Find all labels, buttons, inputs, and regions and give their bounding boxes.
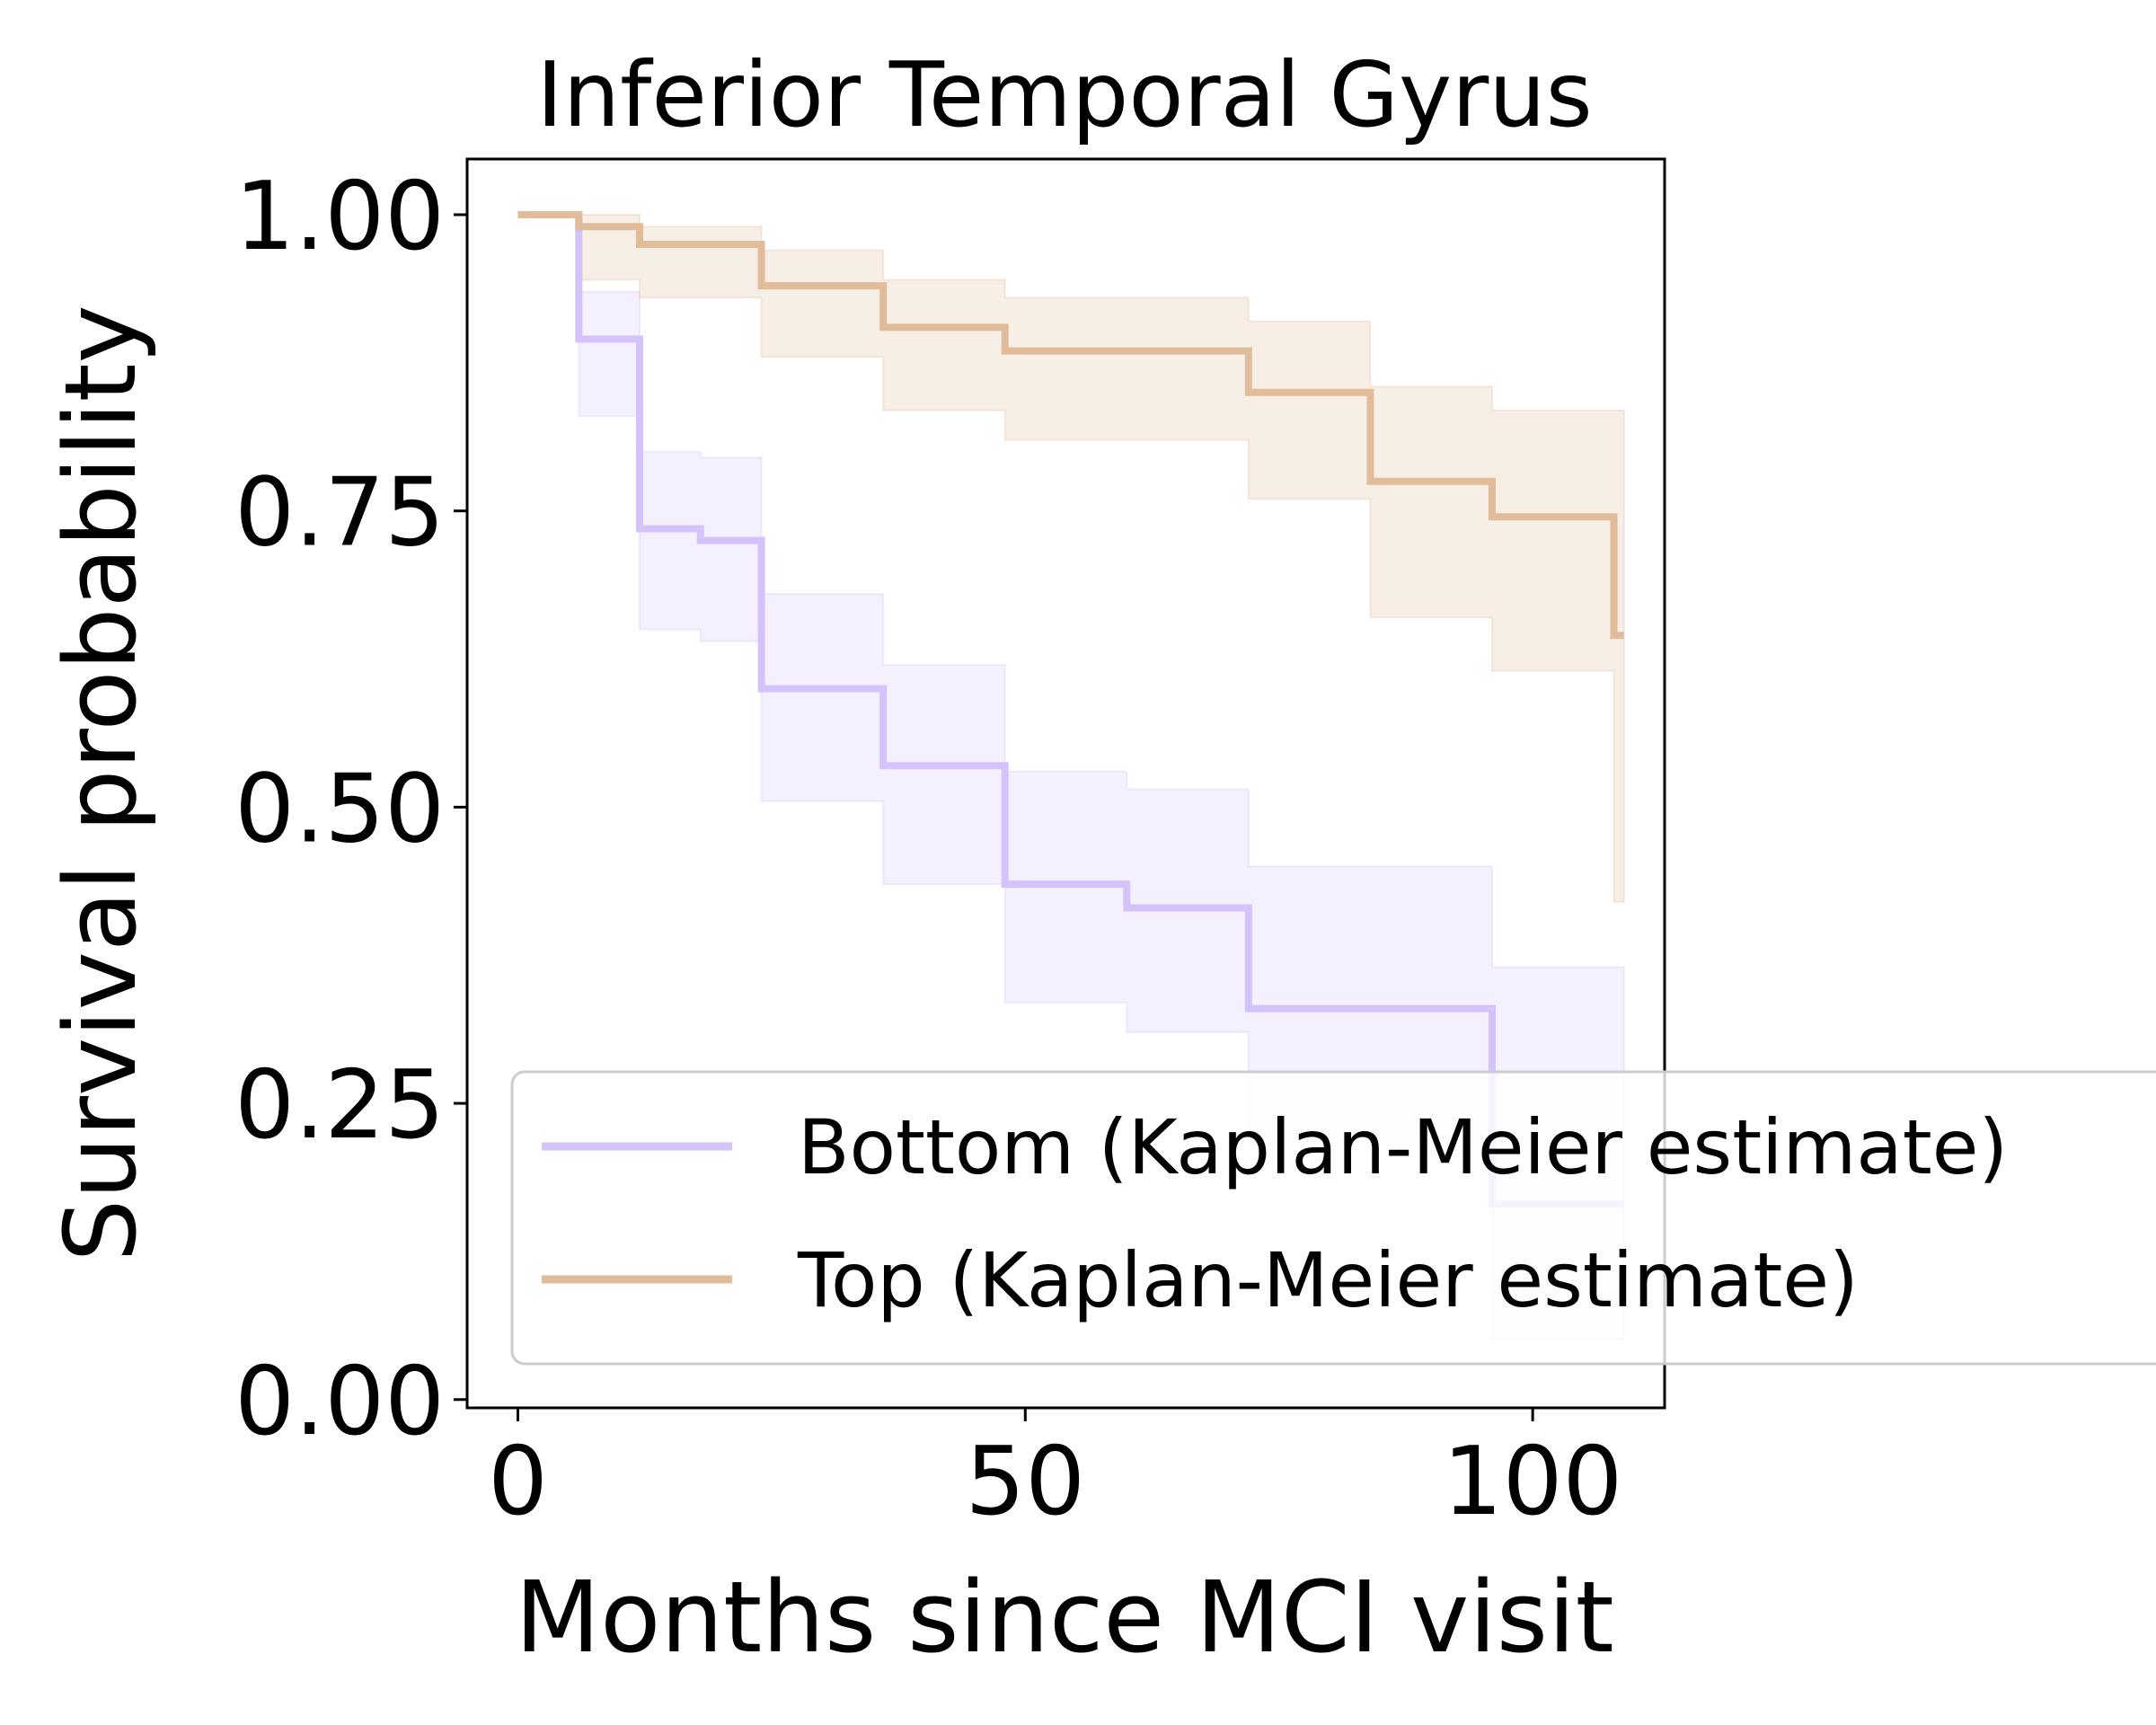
ci-band-1 bbox=[517, 214, 1625, 903]
legend-label-top: Top (Kaplan-Meier estimate) bbox=[797, 1236, 1859, 1324]
y-tick-label: 0.50 bbox=[234, 754, 445, 863]
legend-box bbox=[510, 1070, 2156, 1366]
y-axis-label: Survival probability bbox=[43, 305, 158, 1261]
y-tick-label: 0.00 bbox=[234, 1347, 445, 1456]
y-tick-label: 0.75 bbox=[234, 458, 445, 568]
y-tick-label: 0.25 bbox=[234, 1050, 445, 1160]
x-tick-label: 50 bbox=[966, 1427, 1086, 1536]
chart-title: Inferior Temporal Gyrus bbox=[536, 42, 1593, 147]
plot-frame bbox=[465, 157, 1666, 1410]
x-tick-label: 0 bbox=[488, 1427, 548, 1536]
y-tick-label: 1.00 bbox=[234, 162, 445, 271]
x-axis-label: Months since MCI visit bbox=[515, 1560, 1614, 1675]
y-axis-ticks: 0.00 0.25 0.50 0.75 1.00 bbox=[234, 162, 467, 1456]
survival-line-0 bbox=[517, 211, 1624, 1208]
x-tick-label: 100 bbox=[1443, 1427, 1622, 1536]
survival-line-1 bbox=[517, 211, 1624, 640]
legend: Bottom (Kaplan-Meier estimate) Top (Kapl… bbox=[510, 1070, 2156, 1366]
x-axis-ticks: 0 50 100 bbox=[488, 1408, 1622, 1536]
survival-curves bbox=[517, 211, 1624, 1208]
legend-label-bottom: Bottom (Kaplan-Meier estimate) bbox=[798, 1103, 2008, 1191]
